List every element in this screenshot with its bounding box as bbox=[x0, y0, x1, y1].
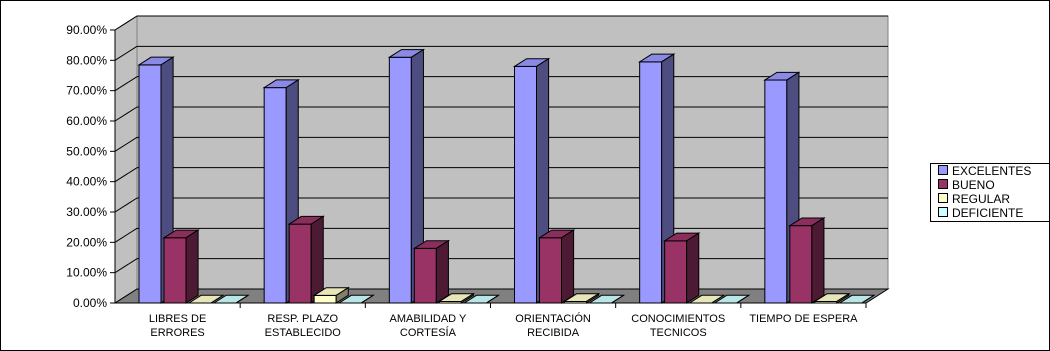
y-tick-label: 90.00% bbox=[66, 23, 107, 37]
legend-swatch-excelentes bbox=[938, 165, 948, 175]
bar-side bbox=[561, 229, 575, 304]
gridline-side bbox=[114, 106, 138, 122]
bar bbox=[313, 294, 337, 304]
bar bbox=[764, 79, 788, 304]
gridline-side bbox=[114, 15, 138, 31]
y-tick-label: 0.00% bbox=[73, 296, 107, 310]
bar-side bbox=[335, 286, 349, 304]
gridline-side bbox=[114, 258, 138, 274]
bar-side bbox=[861, 294, 875, 304]
bar-side bbox=[486, 294, 499, 304]
x-tick-label: RECIBIDA bbox=[527, 327, 580, 339]
bar-side bbox=[310, 215, 324, 304]
gridline-side bbox=[114, 167, 138, 183]
bar-side bbox=[736, 294, 750, 304]
gridline-side bbox=[114, 136, 138, 152]
x-tick-label: LIBRES DE bbox=[149, 313, 206, 325]
bar bbox=[413, 247, 437, 304]
bar bbox=[288, 223, 312, 304]
x-tick-label: AMABILIDAD Y bbox=[390, 313, 467, 325]
gridline-side bbox=[114, 76, 138, 92]
x-tick-label: TIEMPO DE ESPERA bbox=[749, 313, 858, 325]
bar bbox=[263, 87, 287, 304]
gridline-side bbox=[114, 45, 138, 61]
legend-item-regular: REGULAR bbox=[938, 192, 1010, 206]
bar bbox=[138, 64, 162, 304]
x-tick-label: ESTABLECIDO bbox=[265, 327, 342, 339]
side-wall bbox=[114, 15, 138, 304]
legend-item-deficiente: DEFICIENTE bbox=[938, 206, 1023, 220]
x-tick-label: ORIENTACIÓN bbox=[515, 312, 591, 325]
legend-label: REGULAR bbox=[952, 192, 1011, 206]
gridline-side bbox=[114, 227, 138, 243]
legend-label: EXCELENTES bbox=[952, 164, 1032, 178]
x-tick-label: ERRORES bbox=[150, 327, 204, 339]
y-tick-label: 70.00% bbox=[66, 84, 107, 98]
legend-item-bueno: BUENO bbox=[938, 178, 995, 192]
bar bbox=[163, 237, 187, 304]
y-tick-label: 20.00% bbox=[66, 235, 107, 249]
legend-label: DEFICIENTE bbox=[952, 206, 1024, 220]
y-tick-label: 80.00% bbox=[66, 53, 107, 67]
legend-swatch-bueno bbox=[938, 179, 948, 189]
legend: EXCELENTES BUENO REGULAR DEFICIENTE bbox=[930, 163, 1050, 222]
bar-side bbox=[235, 294, 249, 304]
bar-side bbox=[586, 292, 600, 304]
bar-side bbox=[360, 294, 374, 304]
bar-side bbox=[686, 232, 700, 304]
x-tick-label: CONOCIMIENTOS bbox=[631, 313, 725, 325]
bar-side bbox=[836, 292, 850, 304]
back-wall bbox=[136, 15, 889, 290]
bar-side bbox=[210, 294, 224, 304]
legend-swatch-deficiente bbox=[938, 207, 948, 217]
bar-side bbox=[435, 239, 449, 304]
x-tick-label: CORTESÍA bbox=[400, 326, 457, 339]
bar bbox=[789, 225, 813, 304]
bar bbox=[514, 65, 537, 304]
legend-item-excelentes: EXCELENTES bbox=[938, 164, 1031, 178]
bar bbox=[388, 56, 412, 304]
legend-swatch-regular bbox=[938, 193, 948, 203]
x-tick-label: RESP. PLAZO bbox=[267, 313, 338, 325]
y-tick-label: 60.00% bbox=[66, 114, 107, 128]
bar-side bbox=[711, 294, 725, 304]
legend-label: BUENO bbox=[952, 178, 995, 192]
bar-side bbox=[185, 229, 199, 304]
bar bbox=[664, 240, 688, 304]
y-tick-label: 30.00% bbox=[66, 205, 107, 219]
bar-side bbox=[460, 292, 474, 304]
bar bbox=[639, 61, 663, 304]
y-tick-label: 40.00% bbox=[66, 175, 107, 189]
y-tick-label: 10.00% bbox=[66, 266, 107, 280]
gridline-side bbox=[114, 197, 138, 213]
bar-side bbox=[611, 294, 624, 304]
bar-side bbox=[811, 217, 825, 304]
x-tick-label: TECNICOS bbox=[650, 327, 707, 339]
y-tick-label: 50.00% bbox=[66, 144, 107, 158]
bar bbox=[539, 237, 562, 304]
